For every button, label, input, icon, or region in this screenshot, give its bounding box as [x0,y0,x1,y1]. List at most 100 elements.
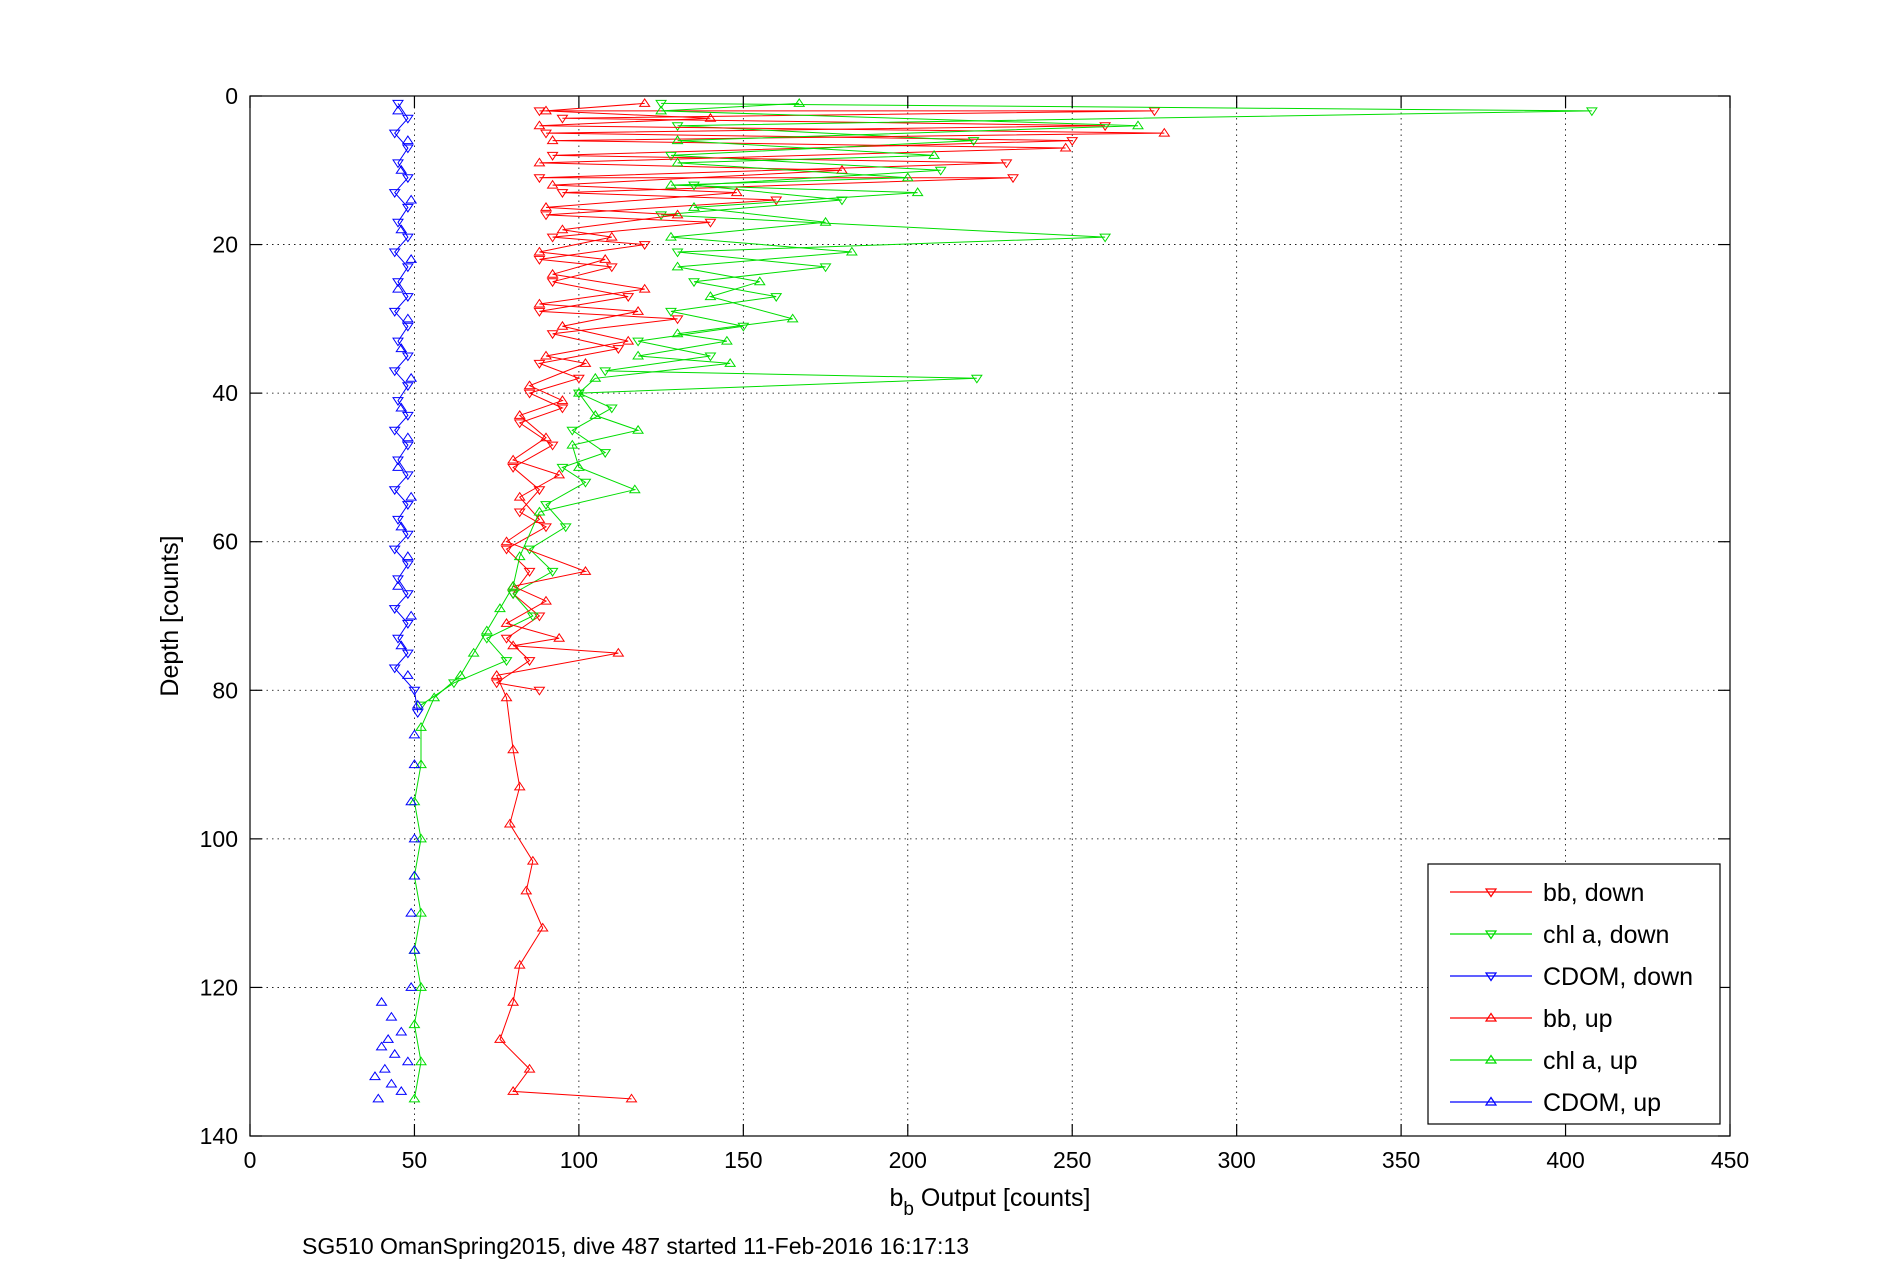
series-line [495,110,1155,691]
data-point [622,293,635,302]
series-2 [388,99,424,718]
x-axis-label-main: b [890,1184,904,1212]
data-point [559,523,572,533]
data-point [526,612,539,622]
data-point [392,634,404,644]
data-point [507,996,520,1006]
data-point [546,179,559,189]
data-point [934,166,947,176]
footer-caption: SG510 OmanSpring2015, dive 487 started 1… [302,1233,969,1259]
data-point [819,263,832,273]
data-point [480,625,493,635]
data-point [533,506,546,516]
data-point [401,619,414,629]
legend-items: bb, down chl a, down CDOM, down bb, up chl a… [1450,879,1693,1117]
data-point [378,1063,391,1073]
data-point [375,1041,388,1051]
data-point [546,151,559,161]
data-point [408,1019,421,1029]
data-point [599,449,612,458]
x-tick-label: 450 [1711,1147,1749,1173]
series-layer [369,98,1598,1103]
data-point [786,313,799,323]
data-point [415,722,427,731]
legend-marker [1484,972,1498,982]
data-point [533,157,546,167]
data-point [793,98,806,107]
data-point [388,664,401,674]
data-point [408,870,421,880]
data-point [415,982,427,991]
data-point [392,456,404,466]
data-point [408,944,421,954]
legend-label: CDOM, up [1543,1089,1661,1117]
data-point [671,157,684,167]
data-point [395,640,408,650]
data-point [928,150,941,159]
legend-marker [1484,1012,1498,1022]
series-5 [369,105,424,1103]
data-point [724,358,737,367]
data-point [369,1071,381,1081]
data-point [632,337,645,347]
data-point [392,462,404,471]
data-point [970,374,983,384]
data-point [655,99,668,109]
data-point [671,315,684,325]
data-point [770,196,783,206]
data-point [1158,127,1171,137]
y-tick-label: 60 [212,529,238,555]
data-point [375,996,388,1006]
y-axis-label: Depth [counts] [156,535,184,696]
data-point [546,135,559,145]
data-point [655,105,668,115]
data-point [1099,233,1112,243]
data-point [819,216,832,226]
data-point [385,1078,398,1088]
data-point [405,796,418,806]
data-point [401,174,414,184]
x-tick-label: 150 [724,1147,762,1173]
data-point [490,679,503,689]
data-point [401,441,414,451]
data-point [536,922,549,932]
data-point [388,189,401,198]
data-point [405,907,418,917]
data-point [401,432,414,442]
data-point [401,313,414,323]
data-point [753,276,766,286]
data-point [507,590,520,600]
data-point [579,478,592,488]
data-point [599,254,612,263]
data-point [401,203,414,213]
data-point [395,1026,408,1036]
data-point [513,508,526,518]
data-point [388,129,401,139]
data-point [392,278,404,288]
data-point [388,248,401,258]
data-point [553,469,566,479]
legend-label: CDOM, down [1543,963,1693,991]
data-point [632,350,645,360]
data-point [540,350,552,360]
data-point [632,424,645,434]
data-point [401,501,414,510]
data-point [467,647,480,657]
data-point [392,575,404,585]
data-point [589,410,602,419]
data-point [513,419,526,429]
data-point [523,380,536,390]
data-point [405,610,418,620]
data-point [556,114,569,124]
data-point [546,567,559,577]
data-point [408,833,421,843]
data-point [401,352,414,362]
data-point [401,144,414,154]
data-point [665,231,677,241]
data-point [401,233,414,243]
data-point [599,367,612,377]
data-point [622,335,635,345]
x-tick-label: 50 [402,1147,428,1173]
data-point [392,580,404,590]
